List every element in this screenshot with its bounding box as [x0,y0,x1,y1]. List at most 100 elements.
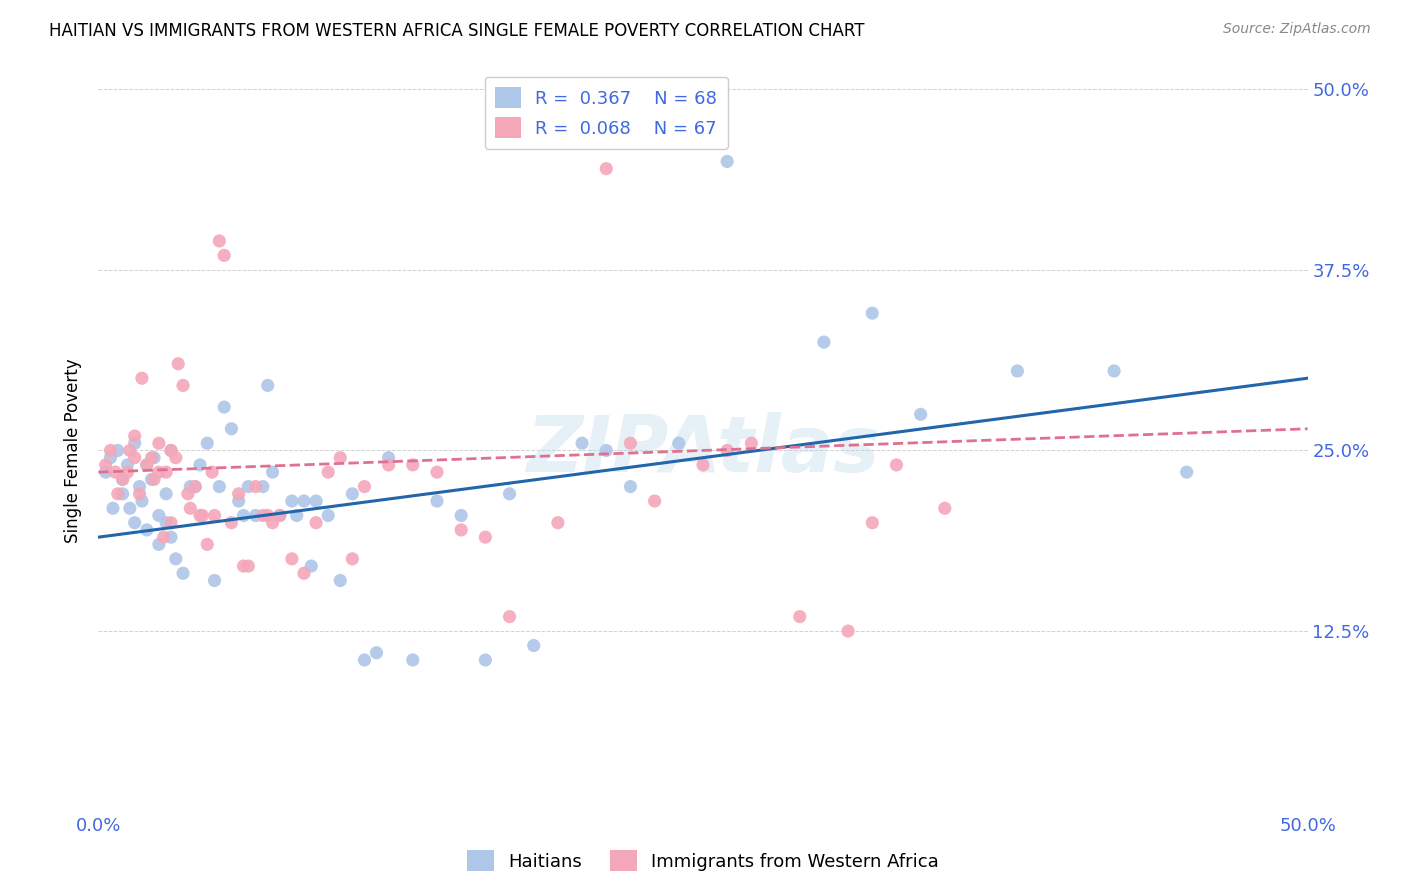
Y-axis label: Single Female Poverty: Single Female Poverty [65,359,83,542]
Point [172,378,194,392]
Point [692,458,714,472]
Point [474,530,496,544]
Point [716,443,738,458]
Point [245,480,267,494]
Point [195,436,218,450]
Point [160,516,183,530]
Point [117,458,139,472]
Point [595,443,617,458]
Point [165,551,187,566]
Point [1102,364,1125,378]
Point [228,494,250,508]
Point [547,516,569,530]
Point [165,450,187,465]
Point [124,429,146,443]
Point [281,494,304,508]
Point [262,465,284,479]
Point [94,458,117,472]
Point [252,480,274,494]
Point [188,458,211,472]
Point [135,458,157,472]
Point [107,443,129,458]
Point [262,516,284,530]
Point [117,465,139,479]
Point [644,494,666,508]
Point [118,501,141,516]
Point [148,508,170,523]
Point [160,443,183,458]
Point [523,639,546,653]
Point [934,501,956,516]
Point [402,653,425,667]
Point [292,566,315,581]
Point [1007,364,1029,378]
Point [329,450,352,465]
Point [571,436,593,450]
Point [316,465,339,479]
Point [353,480,375,494]
Point [910,407,932,421]
Point [188,508,211,523]
Point [208,234,231,248]
Text: Source: ZipAtlas.com: Source: ZipAtlas.com [1223,22,1371,37]
Point [498,609,520,624]
Point [155,487,177,501]
Point [316,508,339,523]
Point [204,508,226,523]
Point [141,472,163,486]
Point [204,574,226,588]
Point [813,334,835,349]
Point [184,480,207,494]
Point [212,248,235,262]
Point [155,516,177,530]
Point [143,472,166,486]
Point [342,487,364,501]
Point [252,508,274,523]
Point [329,574,352,588]
Point [292,494,315,508]
Point [285,508,308,523]
Point [740,436,762,450]
Point [148,537,170,551]
Point [124,450,146,465]
Text: ZIPAtlas: ZIPAtlas [526,412,880,489]
Point [131,494,153,508]
Legend: R =  0.367    N = 68, R =  0.068    N = 67: R = 0.367 N = 68, R = 0.068 N = 67 [485,77,728,149]
Point [167,357,190,371]
Point [191,508,214,523]
Point [128,480,150,494]
Point [305,494,328,508]
Legend: Haitians, Immigrants from Western Africa: Haitians, Immigrants from Western Africa [460,843,946,879]
Point [135,458,157,472]
Point [208,480,231,494]
Point [118,443,141,458]
Point [177,487,200,501]
Point [716,154,738,169]
Point [160,530,183,544]
Point [353,653,375,667]
Point [281,551,304,566]
Point [212,400,235,414]
Point [94,465,117,479]
Point [860,306,883,320]
Point [377,458,399,472]
Point [269,508,291,523]
Point [342,551,364,566]
Point [269,508,291,523]
Point [155,465,177,479]
Point [366,646,388,660]
Point [619,480,641,494]
Point [860,516,883,530]
Point [668,436,690,450]
Point [238,559,260,574]
Point [228,487,250,501]
Point [256,378,278,392]
Point [426,465,449,479]
Point [100,450,122,465]
Point [179,501,201,516]
Point [131,371,153,385]
Point [305,516,328,530]
Point [148,436,170,450]
Point [124,436,146,450]
Point [1175,465,1198,479]
